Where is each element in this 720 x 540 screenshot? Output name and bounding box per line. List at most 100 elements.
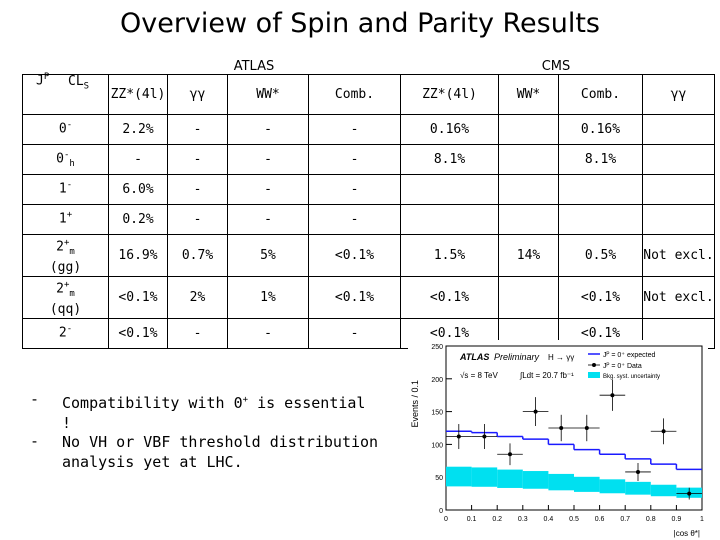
x-tick-label: 0.2 [492,516,502,523]
table-row: 2+m (qq) <0.1% 2% 1% <0.1% <0.1% <0.1% Not excl. [22,276,715,319]
result-cell [400,204,499,235]
column-header: ZZ*(4l) [400,74,499,115]
row-label: 2+m (gg) [22,234,109,277]
result-cell [642,114,715,145]
result-cell: - [308,204,401,235]
results-table: ZZ*(4l) γγ WW* Comb. ZZ*(4l) WW* Comb. γγ 0- 2.2%… [22,74,715,349]
row-label-production: (gg) [49,259,82,275]
plot-legend: ATLAS Preliminary H → γγ √s = 8 TeV ∫Ldt… [459,352,660,380]
result-cell: <0.1% [108,318,168,349]
bkg-band-bin [497,469,523,488]
result-cell: Not excl. [642,234,715,277]
result-cell: - [308,144,401,175]
data-point [482,434,487,439]
result-cell: - [167,114,228,145]
result-cell: - [167,204,228,235]
legend-channel: H → γγ [548,353,574,362]
result-cell: 1% [227,276,309,319]
y-tick-label: 250 [431,344,443,351]
bullet-sup: + [242,395,249,405]
result-cell: 2% [167,276,228,319]
y-tick-label: 100 [431,442,443,449]
x-axis-label: |cos θ*| [674,529,700,538]
bullet-text: No VH or VBF threshold distribution anal… [62,433,379,471]
result-cell [642,204,715,235]
row-label-production: (qq) [49,301,82,317]
result-cell: 0.5% [558,234,643,277]
bullet-text-a: Compatibility with 0 [62,394,243,412]
row-label: 2+m (qq) [22,276,109,319]
data-point [508,452,512,457]
data-point [687,491,692,496]
result-cell: 1.5% [400,234,499,277]
x-tick-label: 0.6 [595,516,605,523]
table-row: 0-h - - - -8.1% 8.1% [22,144,715,175]
x-tick-label: 0.7 [620,516,630,523]
bkg-band-bin [548,473,574,491]
result-cell: 5% [227,234,309,277]
legend-band-label: Bkg. syst. uncertainty [603,374,660,380]
row-label-sup: + [66,210,73,221]
y-tick-label: 150 [431,410,443,417]
row-label-sup: + [63,280,70,291]
row-label-jp: 2 [56,239,64,255]
result-cell: - [227,114,309,145]
result-cell: - [308,114,401,145]
x-tick-label: 0.5 [569,516,579,523]
result-cell: <0.1% [308,276,401,319]
result-cell [558,174,643,205]
bkg-band-bin [574,476,600,492]
x-tick-label: 0.3 [518,516,528,523]
bullet-dash: - [30,390,40,408]
result-cell [642,174,715,205]
column-header: Comb. [558,74,643,115]
data-point [533,409,538,414]
atlas-group-label: ATLAS [233,59,275,74]
result-cell: - [227,318,309,349]
x-tick-label: 0.8 [646,516,656,523]
data-point [661,429,666,434]
bullet-dash: - [30,432,40,450]
bullet-text: Compatibility with 0+ is essential ! [62,390,382,433]
legend-band-swatch [588,372,600,378]
legend-title-prelim: Preliminary [494,352,540,362]
legend-title-atlas: ATLAS [459,352,489,362]
result-cell [400,174,499,205]
row-label-jp: 1 [58,211,67,227]
x-tick-label: 0 [444,516,448,523]
row-label-jp: 1 [58,181,67,197]
result-cell: 2.2% [108,114,168,145]
result-cell: 14% [498,234,559,277]
row-label-sup: - [66,120,73,131]
result-cell: 6.0% [108,174,168,205]
row-label: 0- [22,114,109,145]
result-cell: Not excl. [642,276,715,319]
row-label: 1- [22,174,109,205]
spin-plot: Events / 0.1 |cos θ*| 0 0.1 0.2 0.3 0.4 0.5 0.… [408,340,708,538]
table-row: 2+m (gg) 16.9% 0.7% 5% <0.1% 1.5% 14% 0.5% Not ex… [22,234,715,277]
y-tick-label: 0 [439,508,443,515]
x-tick-label: 1 [700,516,704,523]
result-cell [498,204,559,235]
result-cell: - [227,204,309,235]
data-point [610,393,615,398]
result-cell: - [167,318,228,349]
legend-data-label: Jᴾ = 0⁺ Data [603,363,642,370]
result-cell [498,174,559,205]
cms-group-label: CMS [541,59,571,74]
row-label-jp: 2 [56,281,64,297]
x-tick-label: 0.4 [544,516,554,523]
bkg-band-bin [471,467,498,487]
row-label-sup: - [66,180,73,191]
legend-lumi: ∫Ldt = 20.7 fb⁻¹ [519,371,574,380]
row-label-sub: m [69,288,75,299]
column-header: ZZ*(4l) [108,74,168,115]
row-label-sub: m [69,246,75,257]
result-cell: 8.1% [558,144,643,175]
result-cell: - [308,174,401,205]
column-header: WW* [227,74,309,115]
result-cell: - [167,174,228,205]
row-label-sup: - [66,324,73,335]
result-cell: - [108,144,168,175]
result-cell [498,114,559,145]
